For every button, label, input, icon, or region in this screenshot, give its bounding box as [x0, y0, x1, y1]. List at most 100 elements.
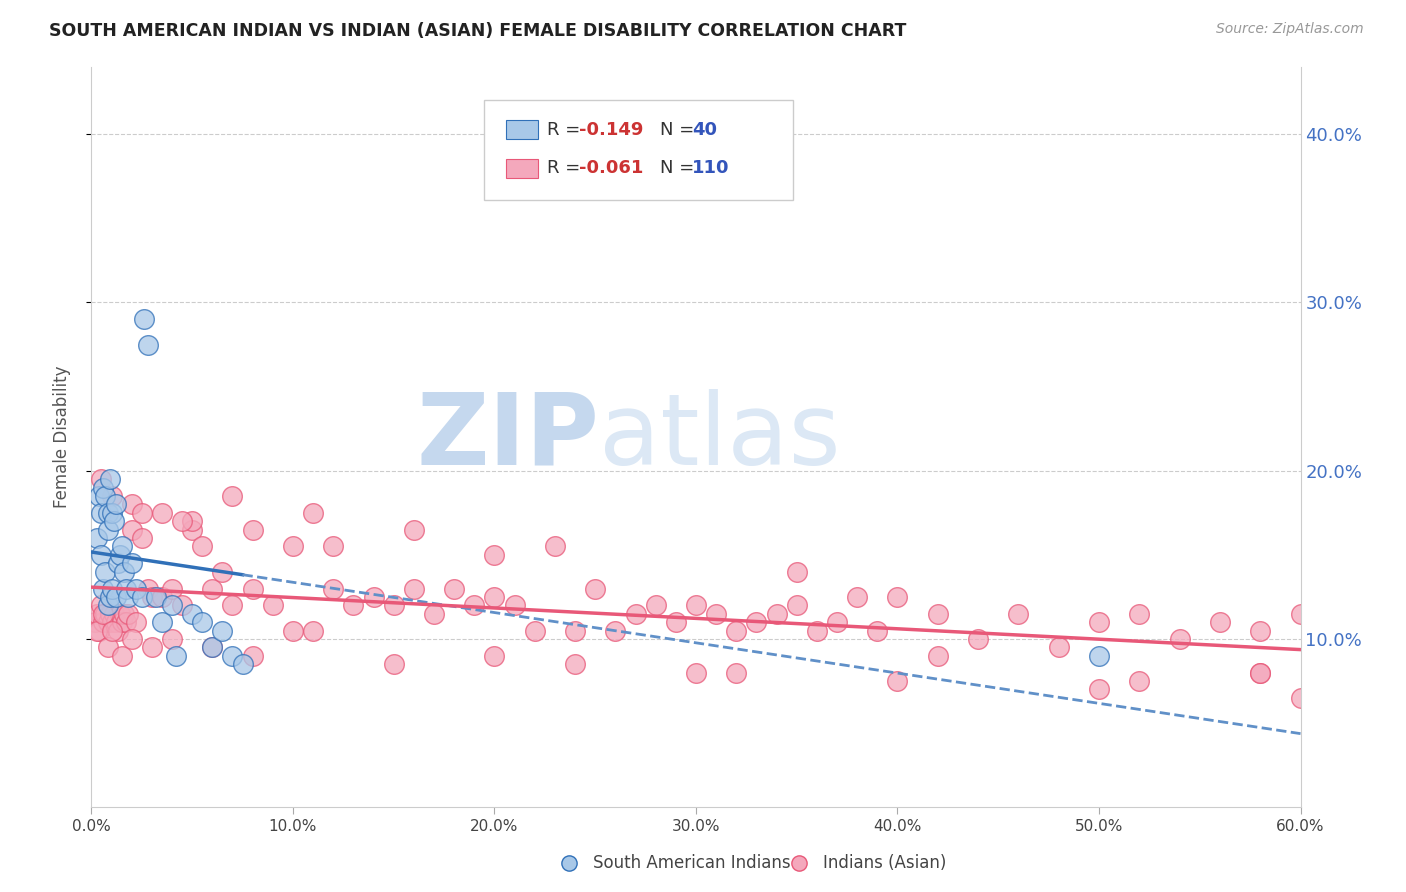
Point	[745, 615, 768, 630]
Point	[125, 582, 148, 596]
Point	[165, 648, 187, 663]
Point	[89, 489, 111, 503]
Point	[96, 506, 118, 520]
Point	[463, 599, 485, 613]
Point	[172, 514, 194, 528]
Point	[211, 624, 233, 638]
Point	[94, 489, 117, 503]
Point	[201, 640, 224, 655]
Point	[90, 599, 112, 613]
Point	[181, 523, 204, 537]
Point	[221, 599, 243, 613]
Point	[1047, 640, 1070, 655]
Point	[131, 531, 153, 545]
Point	[100, 582, 122, 596]
Point	[484, 590, 506, 604]
Point	[302, 506, 325, 520]
Point	[242, 648, 264, 663]
Text: 40: 40	[692, 120, 717, 139]
Point	[523, 624, 546, 638]
Point	[104, 590, 127, 604]
Point	[242, 523, 264, 537]
Point	[96, 523, 118, 537]
Point	[806, 624, 828, 638]
Point	[111, 540, 132, 554]
Text: Indians (Asian): Indians (Asian)	[823, 854, 946, 871]
Point	[242, 582, 264, 596]
Point	[103, 607, 125, 621]
Point	[90, 548, 112, 562]
Point	[725, 665, 748, 680]
Point	[1088, 615, 1111, 630]
Point	[927, 648, 949, 663]
Point	[100, 506, 122, 520]
Point	[136, 337, 159, 351]
Point	[108, 548, 131, 562]
Point	[685, 665, 707, 680]
Point	[160, 632, 183, 646]
Point	[104, 497, 127, 511]
Point	[1249, 624, 1271, 638]
Point	[112, 607, 135, 621]
Point	[967, 632, 990, 646]
Point	[121, 497, 143, 511]
Point	[1289, 607, 1312, 621]
Point	[90, 506, 112, 520]
Point	[322, 540, 344, 554]
Point	[96, 599, 118, 613]
Point	[160, 582, 183, 596]
Point	[302, 624, 325, 638]
Point	[866, 624, 889, 638]
Point	[402, 582, 425, 596]
Point	[90, 472, 112, 486]
FancyBboxPatch shape	[506, 159, 537, 178]
Point	[121, 556, 143, 570]
Point	[423, 607, 446, 621]
Point	[84, 615, 107, 630]
Point	[104, 615, 127, 630]
Point	[108, 607, 131, 621]
Point	[100, 624, 122, 638]
Point	[503, 599, 526, 613]
Point	[644, 599, 666, 613]
Text: -0.061: -0.061	[579, 160, 643, 178]
Point	[382, 657, 405, 672]
Point	[1007, 607, 1029, 621]
FancyBboxPatch shape	[484, 100, 793, 200]
Point	[131, 506, 153, 520]
Point	[150, 615, 173, 630]
Point	[443, 582, 465, 596]
Point	[846, 590, 869, 604]
Point	[484, 648, 506, 663]
Point	[583, 582, 606, 596]
Point	[132, 312, 155, 326]
Point	[125, 615, 148, 630]
Point	[665, 615, 688, 630]
Point	[86, 531, 108, 545]
Text: 110: 110	[692, 160, 730, 178]
Point	[93, 615, 115, 630]
Point	[117, 590, 139, 604]
Point	[86, 624, 108, 638]
Point	[107, 556, 129, 570]
Point	[114, 615, 136, 630]
Point	[1249, 665, 1271, 680]
Point	[786, 565, 808, 579]
Point	[98, 472, 121, 486]
Point	[181, 607, 204, 621]
Point	[93, 481, 115, 495]
Text: Source: ZipAtlas.com: Source: ZipAtlas.com	[1216, 22, 1364, 37]
Text: -0.149: -0.149	[579, 120, 643, 139]
Text: N =: N =	[659, 160, 700, 178]
Point	[160, 599, 183, 613]
Point	[191, 540, 214, 554]
Point	[322, 582, 344, 596]
Point	[96, 615, 118, 630]
Point	[93, 582, 115, 596]
Point	[382, 599, 405, 613]
Point	[402, 523, 425, 537]
Point	[141, 590, 163, 604]
Point	[103, 514, 125, 528]
Point	[181, 514, 204, 528]
Point	[98, 607, 121, 621]
